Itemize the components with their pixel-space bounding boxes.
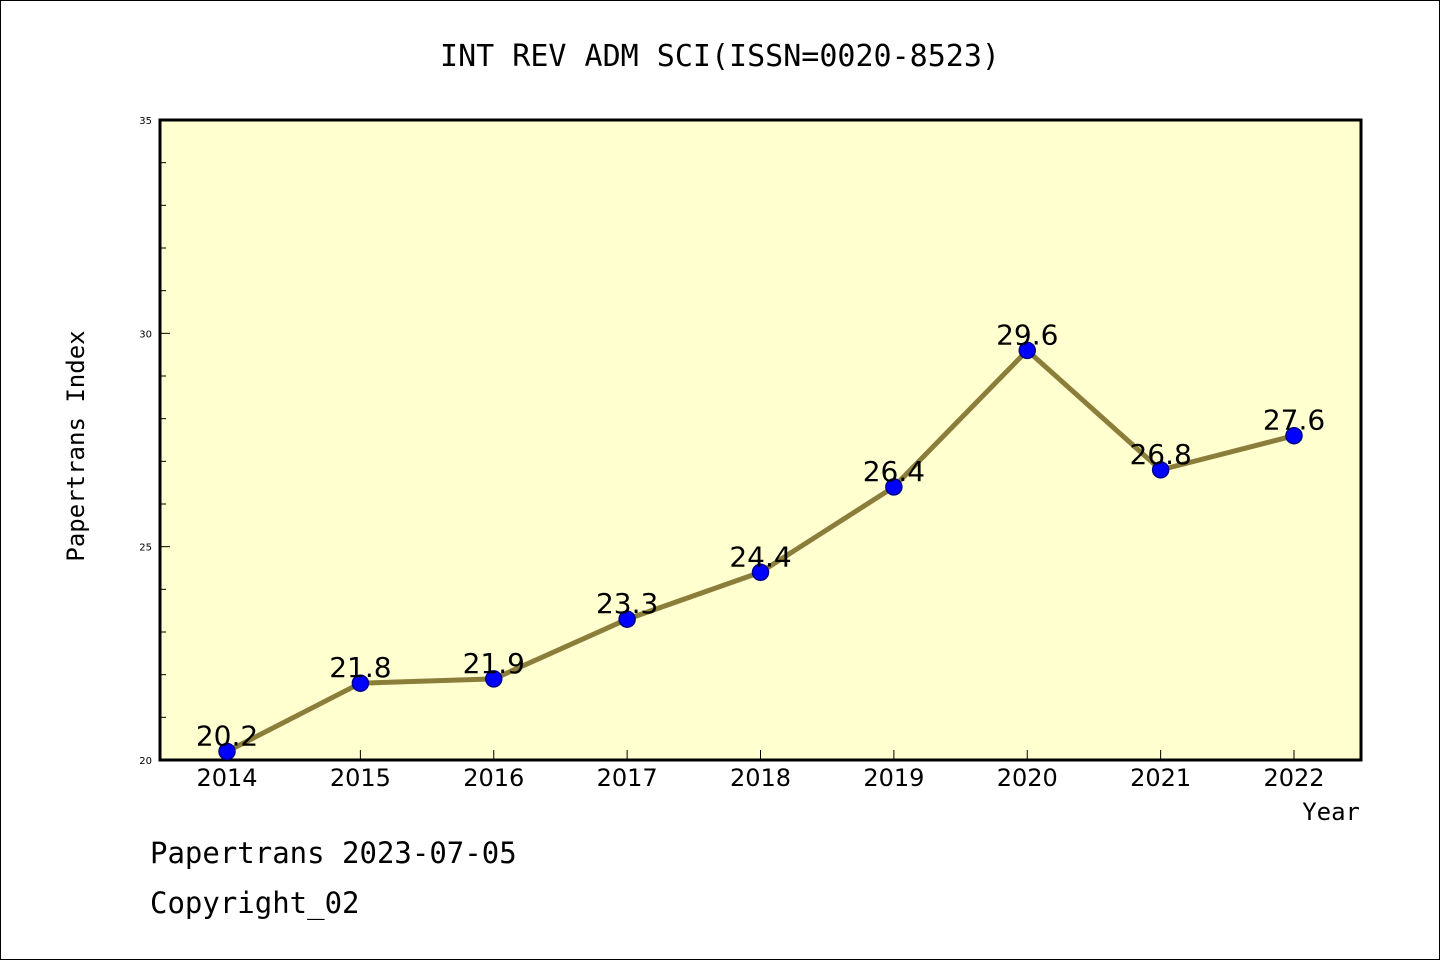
y-tick-label: 25 bbox=[139, 543, 152, 554]
data-label: 20.2 bbox=[196, 719, 258, 752]
data-label: 26.8 bbox=[1129, 438, 1191, 471]
x-tick-label: 2019 bbox=[863, 764, 924, 792]
data-label: 24.4 bbox=[729, 540, 791, 573]
y-axis: 20 25 30 35 bbox=[139, 116, 170, 767]
y-tick-label: 30 bbox=[139, 329, 152, 340]
x-tick-label: 2021 bbox=[1130, 764, 1191, 792]
x-tick-label: 2020 bbox=[997, 764, 1058, 792]
x-axis-label: Year bbox=[1302, 798, 1360, 826]
x-tick-label: 2015 bbox=[330, 764, 391, 792]
x-tick-label: 2022 bbox=[1263, 764, 1324, 792]
data-point bbox=[218, 742, 236, 761]
chart-title: INT REV ADM SCI(ISSN=0020-8523) bbox=[440, 39, 1000, 74]
y-tick-label: 20 bbox=[139, 756, 152, 767]
series-line-group bbox=[218, 341, 1303, 761]
y-axis-label: Papertrans Index bbox=[62, 330, 90, 561]
plot-area bbox=[158, 118, 1363, 762]
y-tick-label: 35 bbox=[139, 116, 152, 127]
data-point bbox=[885, 478, 903, 496]
x-tick-label: 2016 bbox=[463, 764, 524, 792]
x-tick-label: 2017 bbox=[597, 764, 658, 792]
footer-date: Papertrans 2023-07-05 bbox=[150, 836, 517, 870]
footer-copyright: Copyright_02 bbox=[150, 886, 360, 920]
x-axis: 2014 2015 2016 2017 2018 2019 2020 2021 2022 bbox=[196, 750, 1325, 792]
data-label: 21.9 bbox=[463, 647, 525, 680]
data-label: 29.6 bbox=[996, 318, 1058, 351]
data-point bbox=[1018, 341, 1036, 360]
data-point bbox=[351, 674, 370, 692]
x-tick-label: 2014 bbox=[196, 764, 257, 792]
data-labels: 20.2 21.8 21.9 23.3 24.4 26.4 29.6 26.8 27.6 bbox=[196, 318, 1325, 752]
data-point bbox=[1151, 461, 1170, 479]
data-label: 21.8 bbox=[329, 651, 391, 684]
data-point bbox=[485, 670, 503, 688]
data-label: 23.3 bbox=[596, 587, 658, 620]
x-tick-label: 2018 bbox=[730, 764, 791, 792]
data-label: 26.4 bbox=[863, 455, 925, 488]
data-point bbox=[618, 610, 636, 628]
data-point bbox=[751, 563, 770, 582]
data-label: 27.6 bbox=[1263, 404, 1325, 437]
data-point bbox=[1285, 426, 1303, 445]
